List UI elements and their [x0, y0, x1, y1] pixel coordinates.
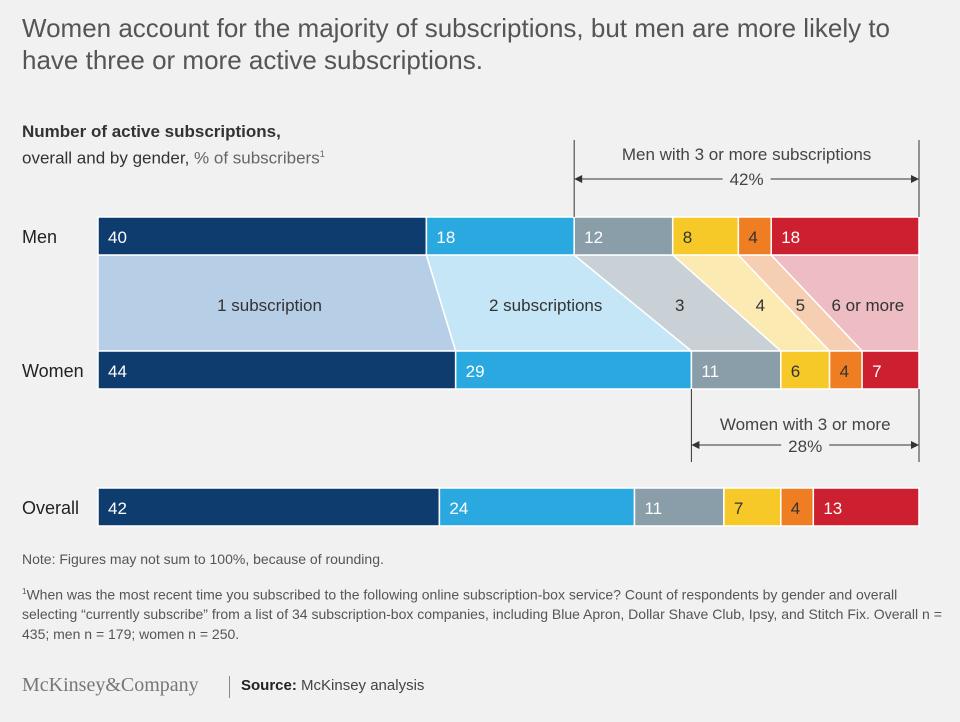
footnote-mark: 1 — [22, 587, 27, 596]
row-label-men: Men — [22, 227, 57, 247]
data-label-women-3: 11 — [701, 362, 719, 381]
source: Source: McKinsey analysis — [241, 677, 424, 694]
bar-women-5 — [828, 350, 863, 390]
men-3-or-more-bracket-arrowhead-left — [574, 175, 583, 183]
subtitle-line-1: Number of active subscriptions, — [22, 122, 281, 141]
data-label-overall-3: 11 — [644, 499, 662, 518]
chart-subtitle: Number of active subscriptions, overall … — [22, 120, 325, 170]
subtitle-unit: % of subscribers — [194, 148, 320, 168]
band-label-6-or-more: 6 or more — [831, 296, 904, 315]
data-label-men-3: 12 — [584, 228, 603, 247]
row-label-overall: Overall — [22, 498, 79, 518]
row-overall: 42 24 11 7 4 13 — [97, 487, 920, 527]
footnote: 1When was the most recent time you subsc… — [22, 582, 942, 644]
bar-men-1-subscription — [97, 216, 428, 256]
men-3-or-more-bracket-value: 42% — [730, 170, 764, 189]
chart-title: Women account for the majority of subscr… — [22, 13, 891, 75]
band-label-5: 5 — [796, 296, 805, 315]
data-label-men-2-subscriptions: 18 — [436, 228, 455, 247]
band-label-4: 4 — [756, 296, 765, 315]
women-3-or-more-bracket-value-bg — [781, 437, 830, 457]
bar-women-6-or-more — [861, 350, 920, 390]
data-label-men-5: 4 — [748, 228, 757, 247]
data-label-women-2-subscriptions: 29 — [466, 362, 485, 381]
source-label: Source: — [241, 677, 297, 694]
women-3-or-more-bracket-arrowhead-right — [911, 441, 919, 449]
data-label-overall-6-or-more: 13 — [823, 499, 842, 518]
bar-overall-6-or-more — [812, 487, 920, 527]
footnote-text: When was the most recent time you subscr… — [22, 586, 942, 642]
women-3-or-more-bracket: Women with 3 or more 28% — [690, 389, 920, 462]
men-3-or-more-bracket-value-bg — [722, 170, 771, 190]
data-label-overall-2-subscriptions: 24 — [449, 499, 468, 518]
data-label-overall-5: 4 — [791, 499, 800, 518]
data-label-women-1-subscription: 44 — [108, 362, 127, 381]
subtitle-measure: overall and by gender, — [22, 148, 190, 168]
bar-overall-4 — [723, 487, 782, 527]
bar-overall-2-subscriptions — [438, 487, 636, 527]
bar-overall-5 — [780, 487, 815, 527]
men-3-or-more-bracket-arrowhead-right — [911, 175, 919, 183]
data-label-overall-1-subscription: 42 — [108, 499, 127, 518]
stacked-bar-chart: 1 subscription 2 subscriptions 3 4 5 6 or mor… — [22, 140, 920, 527]
note: Note: Figures may not sum to 100%, becau… — [22, 551, 384, 567]
data-label-men-1-subscription: 40 — [108, 228, 127, 247]
men-3-or-more-bracket-label: Men with 3 or more subscriptions — [622, 145, 871, 164]
source-text: McKinsey analysis — [301, 677, 425, 694]
bar-women-4 — [780, 350, 831, 390]
row-label-women: Women — [22, 361, 84, 381]
data-label-women-6-or-more: 7 — [872, 362, 881, 381]
bar-overall-1-subscription — [97, 487, 441, 527]
women-3-or-more-bracket-arrowhead-left — [691, 441, 700, 449]
bar-overall-3 — [633, 487, 725, 527]
band-label-1-subscription: 1 subscription — [217, 296, 322, 315]
data-label-men-4: 8 — [683, 228, 692, 247]
brand-logo: McKinsey&Company — [22, 674, 199, 696]
bar-men-6-or-more — [770, 216, 920, 256]
men-3-or-more-bracket: Men with 3 or more subscriptions 42% — [573, 140, 920, 217]
data-label-men-6-or-more: 18 — [781, 228, 800, 247]
bar-women-3 — [690, 350, 782, 390]
women-3-or-more-bracket-value: 28% — [788, 437, 822, 456]
row-women: 44 29 11 6 4 7 — [97, 350, 920, 390]
footer-divider — [229, 676, 230, 698]
subtitle-line-2: overall and by gender, % of subscribers1 — [22, 143, 325, 170]
bar-women-2-subscriptions — [454, 350, 693, 390]
data-label-women-4: 6 — [791, 362, 800, 381]
bar-women-1-subscription — [97, 350, 457, 390]
data-label-women-5: 4 — [840, 362, 849, 381]
bar-men-4 — [671, 216, 740, 256]
bar-men-2-subscriptions — [425, 216, 575, 256]
women-3-or-more-bracket-label: Women with 3 or more — [720, 415, 891, 434]
band-label-3: 3 — [675, 296, 684, 315]
subtitle-footnote-mark: 1 — [319, 149, 325, 159]
band-label-2-subscriptions: 2 subscriptions — [489, 296, 602, 315]
row-men: 40 18 12 8 4 18 — [97, 216, 920, 256]
data-label-overall-4: 7 — [734, 499, 743, 518]
